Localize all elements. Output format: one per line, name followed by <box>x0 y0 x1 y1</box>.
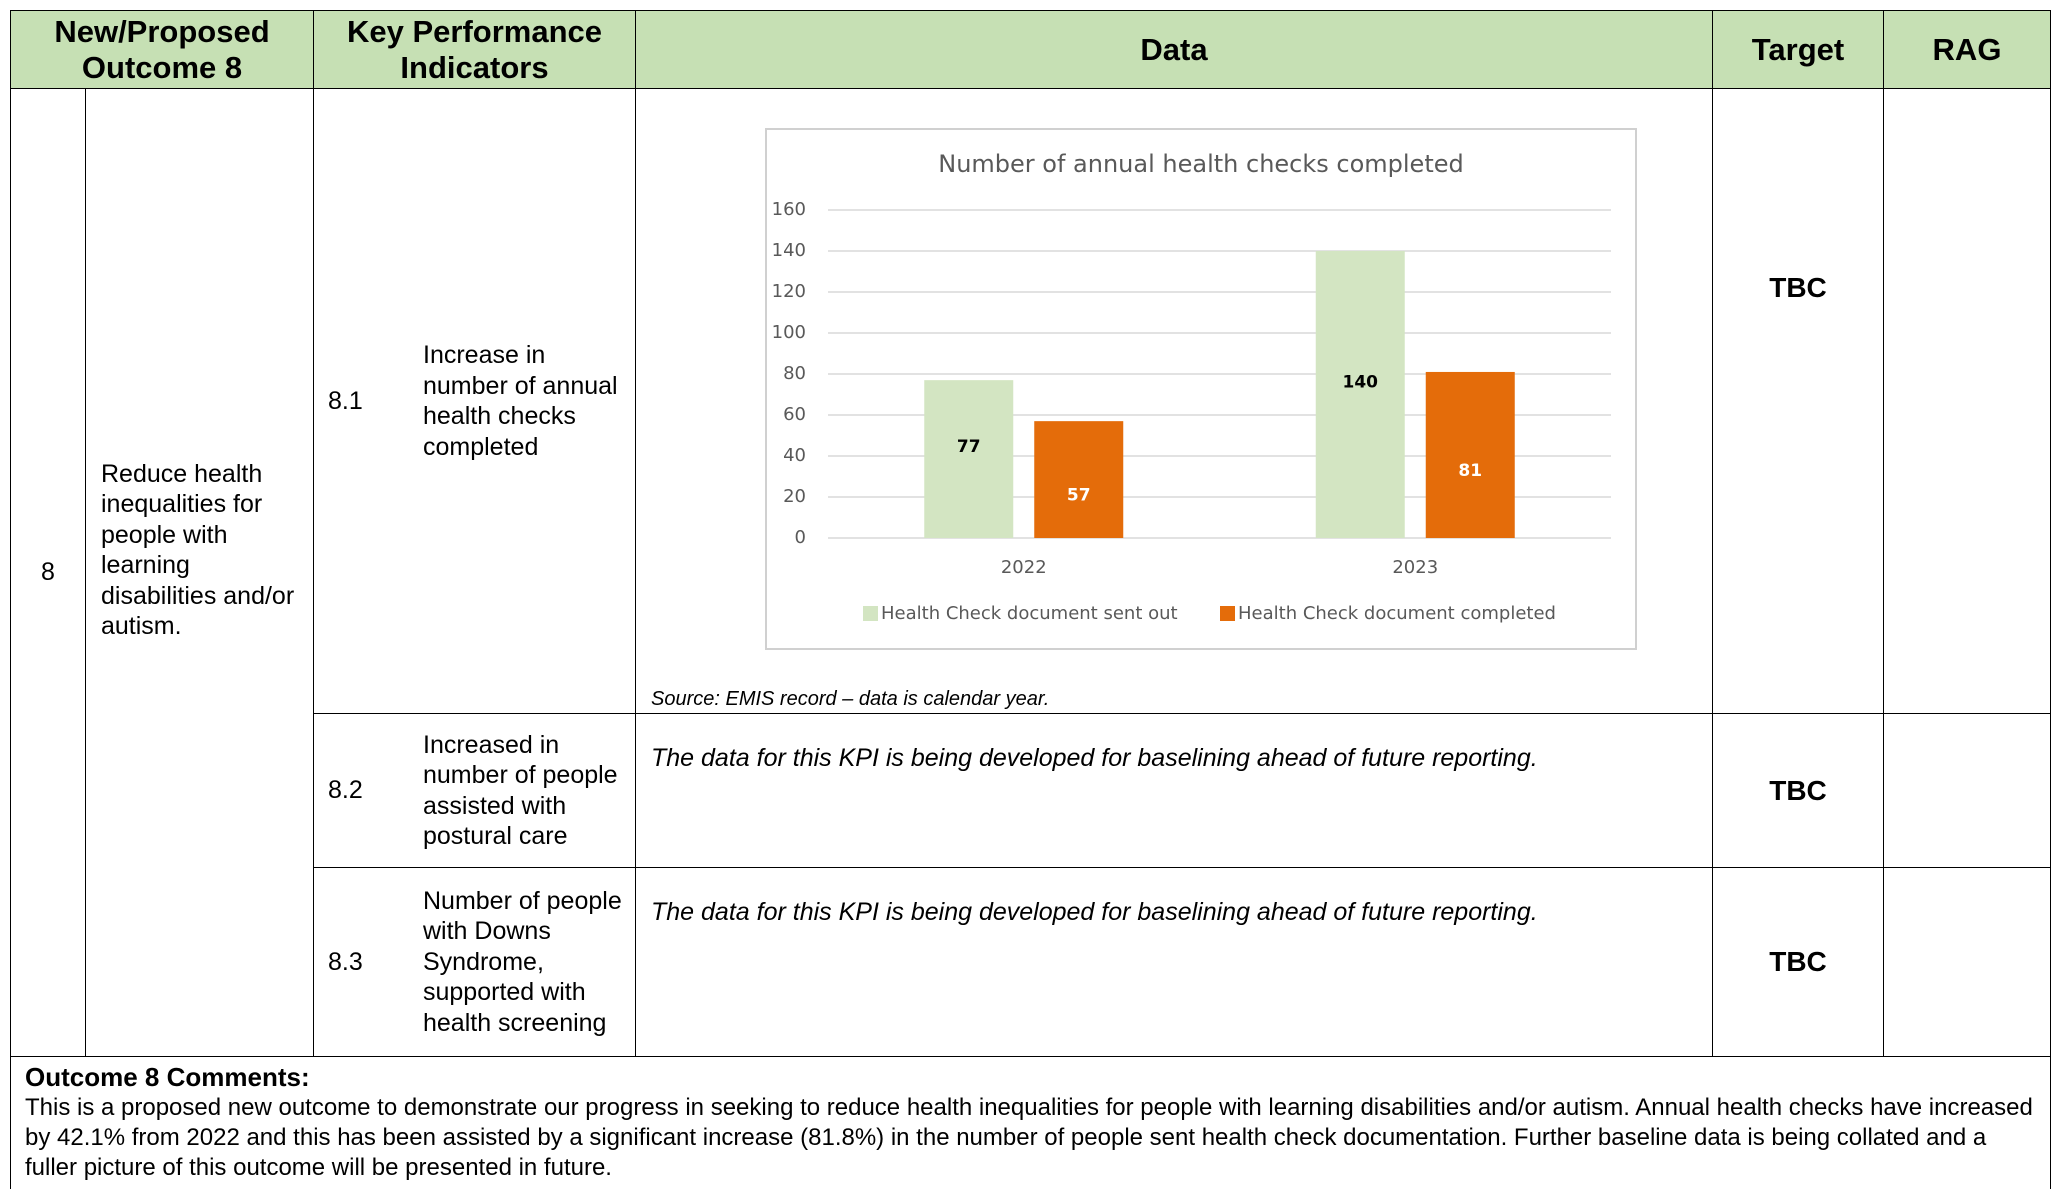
kpi-text: Number of people with Downs Syndrome, su… <box>423 886 622 1037</box>
data-text: The data for this KPI is being developed… <box>651 744 1538 772</box>
target-text: TBC <box>1769 946 1827 977</box>
y-tick-label: 120 <box>772 281 806 302</box>
kpi-cell: 8.3 Number of people with Downs Syndrome,… <box>313 867 636 1057</box>
data-cell: The data for this KPI is being developed… <box>635 867 1713 1057</box>
comments-title: Outcome 8 Comments: <box>25 1062 310 1092</box>
kpi-number: 8.2 <box>328 776 363 804</box>
bar <box>924 380 1014 538</box>
y-tick-label: 140 <box>772 240 806 261</box>
y-tick-label: 0 <box>795 527 806 548</box>
data-cell: The data for this KPI is being developed… <box>635 713 1713 868</box>
data-label: 77 <box>957 437 981 457</box>
y-tick-label: 80 <box>783 363 806 384</box>
kpi-text: Increase in number of annual health chec… <box>423 341 618 461</box>
legend-swatch <box>1220 606 1235 621</box>
chart: Number of annual health checks completed… <box>765 128 1637 650</box>
header-cell: RAG <box>1883 10 2051 89</box>
target-cell: TBC <box>1712 867 1884 1057</box>
target-text: TBC <box>1769 774 1827 806</box>
kpi-number: 8.3 <box>328 947 363 976</box>
y-tick-label: 20 <box>783 486 806 507</box>
data-label: 57 <box>1067 486 1091 506</box>
data-label: 81 <box>1458 461 1482 481</box>
header-cell: Data <box>635 10 1713 89</box>
legend-label: Health Check document sent out <box>881 603 1178 624</box>
kpi-cell: 8.2 Increased in number of people assiste… <box>313 713 636 868</box>
x-tick-label: 2023 <box>1392 557 1438 578</box>
y-tick-label: 40 <box>783 445 806 466</box>
rag-cell <box>1883 88 2051 714</box>
y-tick-label: 100 <box>772 322 806 343</box>
outcome-cell: Reduce health inequalities for people wi… <box>85 88 314 1057</box>
outcome-number-cell: 8 <box>10 88 86 1057</box>
bar <box>1034 421 1124 538</box>
bar <box>1315 251 1405 538</box>
x-tick-label: 2022 <box>1001 557 1047 578</box>
header-text: RAG <box>1932 31 2002 67</box>
target-cell: TBC <box>1712 713 1884 868</box>
legend-label: Health Check document completed <box>1238 603 1556 624</box>
outcome-text: Reduce health inequalities for people wi… <box>101 459 295 641</box>
target-cell: TBC <box>1712 88 1884 714</box>
header-text: New/Proposed Outcome 8 <box>54 13 270 85</box>
header-text: Data <box>1140 31 1208 67</box>
y-tick-label: 160 <box>772 199 806 220</box>
header-text: Key Performance Indicators <box>346 13 602 85</box>
rag-cell <box>1883 713 2051 868</box>
header-cell: Target <box>1712 10 1884 89</box>
source-note: Source: EMIS record – data is calendar y… <box>651 688 1050 710</box>
legend-swatch <box>863 606 878 621</box>
kpi-number: 8.1 <box>328 386 363 415</box>
chart-title: Number of annual health checks completed <box>938 150 1463 178</box>
header-text: Target <box>1751 31 1845 67</box>
comments-cell: Outcome 8 Comments: This is a proposed n… <box>10 1056 2051 1189</box>
target-text: TBC <box>1769 271 1827 303</box>
data-text: The data for this KPI is being developed… <box>651 898 1538 926</box>
kpi-cell: 8.1 Increase in number of annual health c… <box>313 88 636 714</box>
header-cell: New/Proposed Outcome 8 <box>10 10 314 89</box>
data-label: 140 <box>1343 373 1379 393</box>
y-tick-label: 60 <box>783 404 806 425</box>
kpi-text: Increased in number of people assisted w… <box>423 730 618 851</box>
bar <box>1425 371 1515 538</box>
rag-cell <box>1883 867 2051 1057</box>
outcome-number: 8 <box>41 558 55 586</box>
header-cell: Key Performance Indicators <box>313 10 636 89</box>
comments-text: This is a proposed new outcome to demons… <box>25 1094 2033 1181</box>
